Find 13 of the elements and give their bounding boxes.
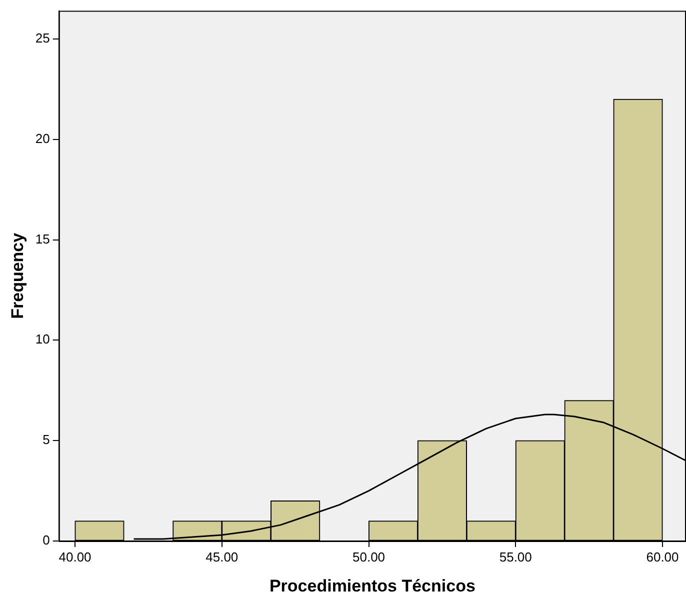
y-tick-label: 5 <box>42 432 50 448</box>
y-tick-label: 25 <box>35 30 50 46</box>
x-tick-label: 50.00 <box>352 549 386 564</box>
x-axis-title: Procedimientos Técnicos <box>269 576 476 596</box>
y-axis-title: Frequency <box>8 232 27 319</box>
x-tick-label: 60.00 <box>646 549 679 564</box>
x-tick-label: 40.00 <box>58 549 92 564</box>
x-tick-label: 45.00 <box>206 549 238 564</box>
y-tick-label: 0 <box>42 532 50 548</box>
x-tick-label: 55.00 <box>499 549 532 564</box>
y-tick-label: 15 <box>35 231 50 246</box>
y-tick-label: 20 <box>35 130 50 146</box>
y-tick-label: 10 <box>35 332 50 347</box>
